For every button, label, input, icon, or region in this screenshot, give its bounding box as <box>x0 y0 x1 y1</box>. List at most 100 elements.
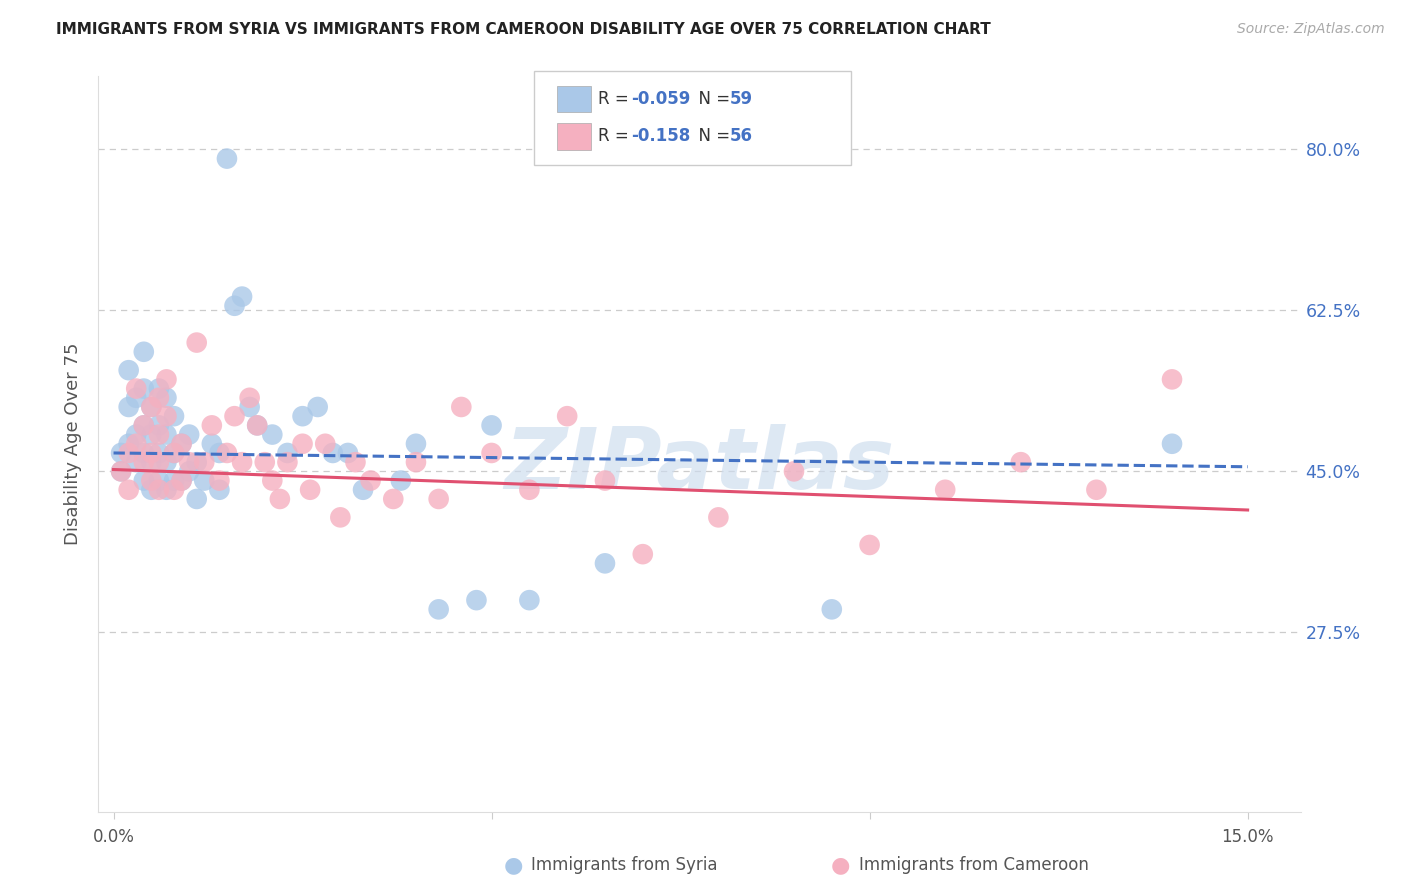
Point <box>224 409 246 424</box>
Point <box>132 418 155 433</box>
Text: 0.0%: 0.0% <box>93 829 135 847</box>
Point <box>427 602 450 616</box>
Point <box>208 474 231 488</box>
Point <box>344 455 367 469</box>
Point <box>821 602 844 616</box>
Point <box>141 483 163 497</box>
Point <box>1010 455 1032 469</box>
Point <box>299 483 322 497</box>
Text: 59: 59 <box>730 90 752 108</box>
Point <box>858 538 880 552</box>
Point <box>193 455 215 469</box>
Point <box>519 483 541 497</box>
Point <box>118 483 141 497</box>
Point <box>291 437 314 451</box>
Point <box>201 437 224 451</box>
Point <box>405 455 427 469</box>
Point <box>231 289 253 303</box>
Point <box>329 510 352 524</box>
Point <box>110 464 132 478</box>
Point <box>208 446 231 460</box>
Point <box>231 455 253 469</box>
Point <box>239 400 262 414</box>
Point <box>141 400 163 414</box>
Point <box>389 474 412 488</box>
Point <box>132 382 155 396</box>
Point <box>148 474 170 488</box>
Point <box>170 474 193 488</box>
Point <box>405 437 427 451</box>
Point <box>110 464 132 478</box>
Point <box>352 483 374 497</box>
Point <box>125 391 148 405</box>
Point <box>314 437 336 451</box>
Point <box>155 483 177 497</box>
Point <box>450 400 472 414</box>
Point <box>163 446 186 460</box>
Point <box>141 474 163 488</box>
Point <box>163 474 186 488</box>
Y-axis label: Disability Age Over 75: Disability Age Over 75 <box>65 343 83 545</box>
Point <box>276 455 298 469</box>
Point <box>125 427 148 442</box>
Point <box>170 474 193 488</box>
Point <box>148 483 170 497</box>
Text: Source: ZipAtlas.com: Source: ZipAtlas.com <box>1237 22 1385 37</box>
Point <box>1161 372 1184 386</box>
Point <box>110 446 132 460</box>
Point <box>322 446 344 460</box>
Point <box>148 427 170 442</box>
Point <box>155 409 177 424</box>
Text: IMMIGRANTS FROM SYRIA VS IMMIGRANTS FROM CAMEROON DISABILITY AGE OVER 75 CORRELA: IMMIGRANTS FROM SYRIA VS IMMIGRANTS FROM… <box>56 22 991 37</box>
Point <box>118 446 141 460</box>
Point <box>201 418 224 433</box>
Point <box>155 391 177 405</box>
Point <box>148 446 170 460</box>
Point <box>186 491 208 506</box>
Point <box>179 427 201 442</box>
Point <box>132 446 155 460</box>
Point <box>155 427 177 442</box>
Text: Immigrants from Cameroon: Immigrants from Cameroon <box>859 856 1088 874</box>
Text: 56: 56 <box>730 128 752 145</box>
Point <box>481 418 503 433</box>
Text: ●: ● <box>831 855 851 875</box>
Point <box>246 418 269 433</box>
Point <box>519 593 541 607</box>
Point <box>307 400 329 414</box>
Point <box>427 491 450 506</box>
Point <box>215 446 238 460</box>
Point <box>631 547 654 561</box>
Point <box>125 437 148 451</box>
Point <box>118 437 141 451</box>
Text: R =: R = <box>598 90 634 108</box>
Point <box>239 391 262 405</box>
Point <box>118 363 141 377</box>
Text: 15.0%: 15.0% <box>1222 829 1274 847</box>
Point <box>179 455 201 469</box>
Point <box>155 372 177 386</box>
Point <box>125 455 148 469</box>
Point <box>382 491 405 506</box>
Text: ZIPatlas: ZIPatlas <box>505 425 894 508</box>
Point <box>593 474 616 488</box>
Point <box>141 446 163 460</box>
Point <box>155 455 177 469</box>
Point <box>253 455 276 469</box>
Point <box>465 593 488 607</box>
Point <box>360 474 382 488</box>
Text: -0.158: -0.158 <box>631 128 690 145</box>
Point <box>208 483 231 497</box>
Point <box>262 427 284 442</box>
Point <box>125 382 148 396</box>
Text: -0.059: -0.059 <box>631 90 690 108</box>
Text: N =: N = <box>688 90 735 108</box>
Point <box>141 400 163 414</box>
Text: ●: ● <box>503 855 523 875</box>
Point <box>141 427 163 442</box>
Point <box>148 455 170 469</box>
Point <box>163 483 186 497</box>
Point <box>262 474 284 488</box>
Point <box>269 491 291 506</box>
Text: N =: N = <box>688 128 735 145</box>
